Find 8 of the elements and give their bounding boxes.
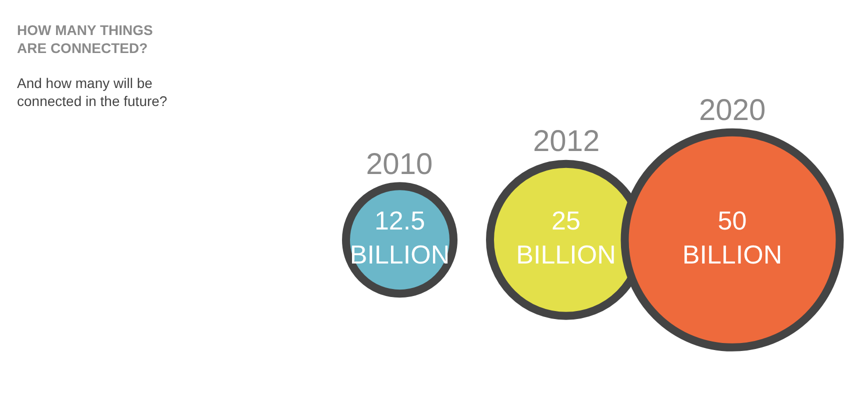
category-label: 2012 — [533, 125, 600, 158]
data-label: 25 BILLION — [516, 206, 616, 270]
category-label: 2020 — [699, 94, 766, 127]
text: And how many will be connected in the future? — [17, 75, 168, 110]
text: HOW MANY THINGS ARE CONNECTED? — [17, 22, 153, 56]
category-label: 2010 — [366, 148, 433, 181]
data-label: 50 BILLION — [682, 206, 782, 270]
data-label: 12.5 BILLION — [350, 206, 450, 270]
